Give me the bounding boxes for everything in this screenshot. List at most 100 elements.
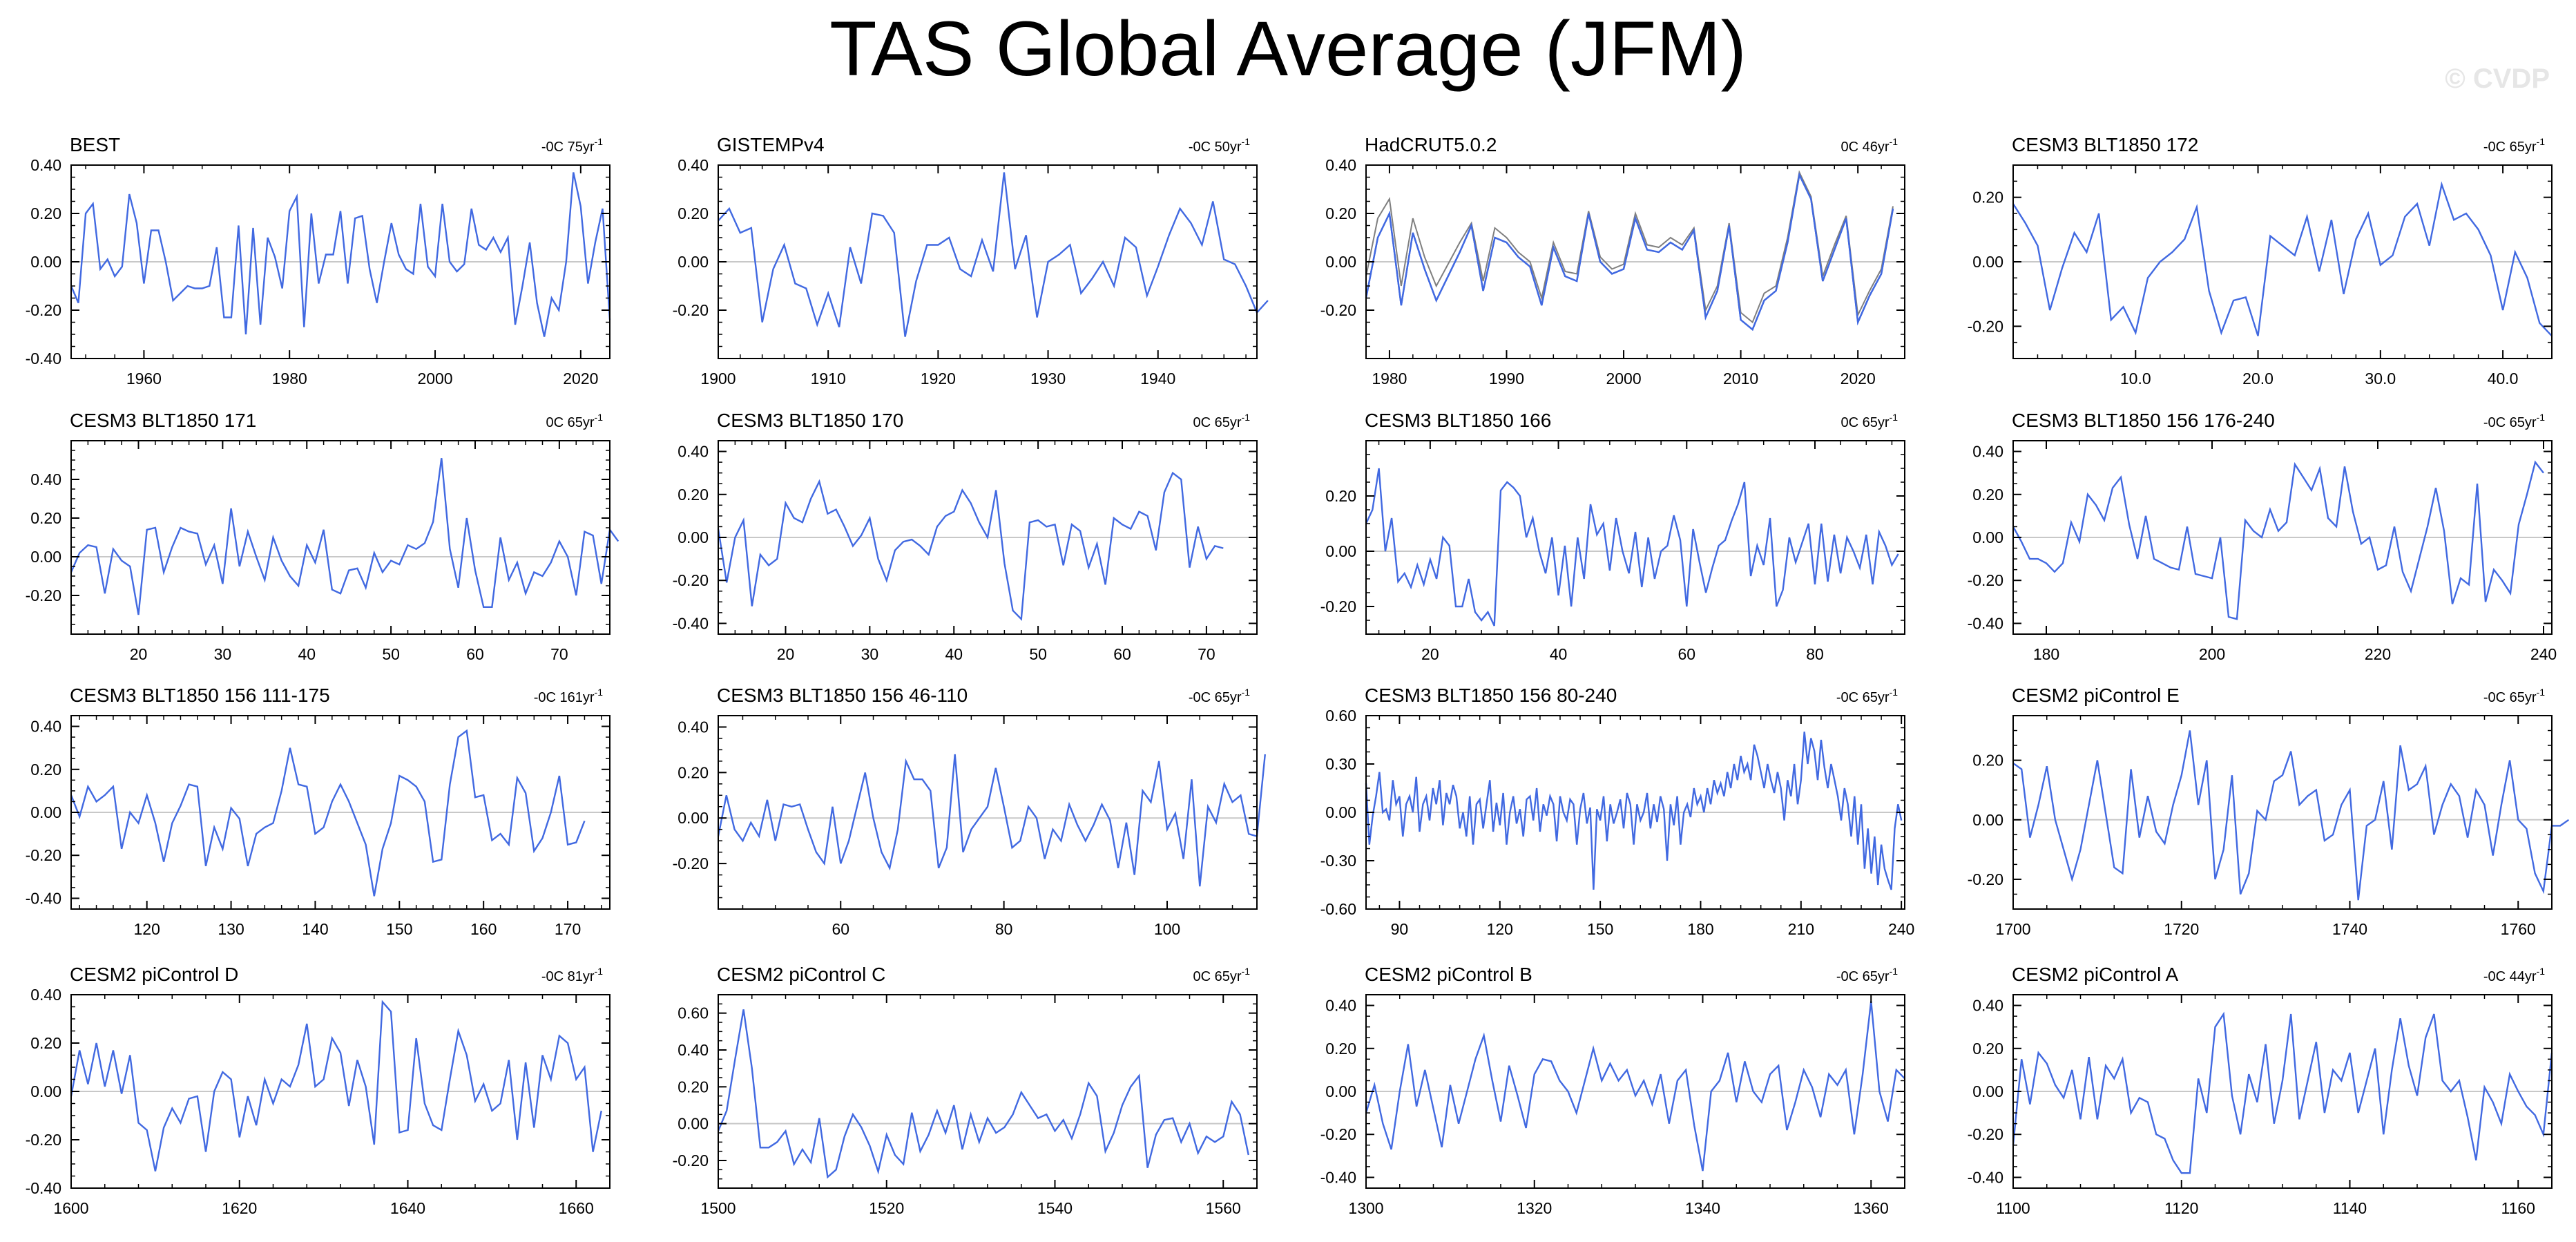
- x-tick-label: 90: [1391, 920, 1409, 938]
- x-tick-label: 130: [218, 920, 244, 938]
- x-tick-label: 1980: [272, 370, 307, 388]
- panel-trend: -0C 65yr-1: [2483, 687, 2545, 705]
- y-tick-label: -0.20: [1320, 598, 1356, 615]
- panel-title: CESM2 piControl C: [717, 964, 885, 985]
- x-tick-label: 120: [134, 920, 160, 938]
- y-tick-label: 0.00: [677, 528, 709, 546]
- series-line-best: [70, 172, 611, 337]
- y-tick-label: 0.00: [1972, 253, 2003, 271]
- x-tick-label: 1360: [1854, 1199, 1889, 1217]
- y-tick-label: -0.40: [26, 350, 61, 367]
- y-tick-label: -0.40: [1968, 614, 2003, 632]
- panel-14: CESM2 piControl C 0C 65yr-1 -0.20 0.00 0.20 0…: [673, 964, 1258, 1217]
- y-tick-label: 0.00: [1325, 803, 1356, 821]
- panel-8: CESM3 BLT1850 156 176-240 -0C 65yr-1 -0.40…: [1968, 410, 2557, 663]
- y-tick-label: -0.20: [26, 301, 61, 319]
- panel-13: CESM2 piControl D -0C 81yr-1 -0.40 -0.20 0.0…: [26, 964, 611, 1217]
- y-tick-label: 0.00: [30, 803, 61, 821]
- panel-title: CESM2 piControl B: [1365, 964, 1532, 985]
- y-tick-label: 0.00: [1972, 1082, 2003, 1100]
- series-line-cesm2-picontrol-c: [717, 1009, 1249, 1179]
- x-tick-label: 2000: [1606, 370, 1641, 388]
- y-tick-label: 0.20: [677, 204, 709, 222]
- x-tick-label: 1740: [2332, 920, 2367, 938]
- x-tick-label: 1910: [811, 370, 846, 388]
- x-tick-label: 30: [214, 645, 232, 663]
- panel-1: BEST -0C 75yr-1 -0.40 -0.20 0.00 0.20 0.40 1960…: [26, 134, 611, 388]
- panel-title: CESM3 BLT1850 166: [1365, 410, 1551, 431]
- y-tick-label: 0.00: [677, 1115, 709, 1133]
- panel-title: CESM3 BLT1850 171: [70, 410, 256, 431]
- x-tick-label: 150: [386, 920, 412, 938]
- y-tick-label: 0.00: [677, 253, 709, 271]
- x-tick-label: 1660: [559, 1199, 594, 1217]
- x-tick-label: 1320: [1517, 1199, 1552, 1217]
- panel-title: CESM3 BLT1850 156 111-175: [70, 685, 330, 706]
- x-tick-label: 40.0: [2488, 370, 2519, 388]
- y-tick-label: 0.20: [1972, 189, 2003, 207]
- y-tick-label: 0.00: [30, 253, 61, 271]
- y-tick-label: 0.40: [677, 718, 709, 736]
- y-tick-label: 0.40: [30, 986, 61, 1004]
- y-tick-label: 0.20: [30, 509, 61, 527]
- y-tick-label: 0.40: [1325, 156, 1356, 174]
- y-tick-label: 0.20: [1972, 752, 2003, 770]
- y-tick-label: -0.20: [1968, 571, 2003, 589]
- y-tick-label: -0.20: [673, 301, 709, 319]
- panel-title: HadCRUT5.0.2: [1365, 134, 1497, 155]
- series-line-cesm2-picontrol-b: [1365, 1001, 1905, 1172]
- y-tick-label: 0.40: [1325, 997, 1356, 1015]
- y-tick-label: 0.40: [1972, 443, 2003, 461]
- panel-9: CESM3 BLT1850 156 111-175 -0C 161yr-1 -0.4…: [26, 685, 611, 938]
- x-tick-label: 1960: [126, 370, 162, 388]
- x-tick-label: 2020: [1840, 370, 1876, 388]
- x-tick-label: 180: [1687, 920, 1713, 938]
- panel-title: GISTEMPv4: [717, 134, 825, 155]
- x-tick-label: 20: [777, 645, 795, 663]
- watermark: © CVDP: [2445, 64, 2550, 94]
- series-line-cesm3-blt1850-170: [717, 471, 1224, 621]
- x-tick-label: 50: [1029, 645, 1047, 663]
- y-tick-label: 0.20: [677, 763, 709, 781]
- x-tick-label: 1340: [1685, 1199, 1720, 1217]
- y-tick-label: 0.00: [1325, 542, 1356, 560]
- x-tick-label: 140: [302, 920, 328, 938]
- y-tick-label: 0.20: [1972, 486, 2003, 504]
- panel-15: CESM2 piControl B -0C 65yr-1 -0.40 -0.20 0.0…: [1320, 964, 1905, 1217]
- x-tick-label: 240: [1888, 920, 1914, 938]
- panel-title: CESM3 BLT1850 172: [2012, 134, 2198, 155]
- x-tick-label: 220: [2365, 645, 2391, 663]
- x-tick-label: 30.0: [2365, 370, 2396, 388]
- x-tick-label: 1300: [1348, 1199, 1383, 1217]
- y-tick-label: 0.00: [30, 1082, 61, 1100]
- y-tick-label: -0.40: [1968, 1168, 2003, 1186]
- x-tick-label: 2020: [563, 370, 598, 388]
- panel-title: CESM2 piControl D: [70, 964, 238, 985]
- y-tick-label: 0.40: [30, 470, 61, 488]
- x-tick-label: 200: [2199, 645, 2225, 663]
- panel-trend: -0C 65yr-1: [1189, 687, 1250, 705]
- x-tick-label: 1620: [222, 1199, 257, 1217]
- y-tick-label: 0.20: [30, 761, 61, 778]
- x-tick-label: 1920: [921, 370, 956, 388]
- x-tick-label: 170: [555, 920, 581, 938]
- x-tick-label: 1160: [2501, 1199, 2535, 1217]
- x-tick-label: 1930: [1030, 370, 1066, 388]
- panel-trend: 0C 65yr-1: [546, 412, 604, 430]
- x-tick-label: 20: [1421, 645, 1439, 663]
- panel-title: CESM2 piControl A: [2012, 964, 2179, 985]
- y-tick-label: 0.40: [30, 156, 61, 174]
- x-tick-label: 1600: [53, 1199, 88, 1217]
- y-tick-label: 0.00: [1325, 253, 1356, 271]
- y-tick-label: 0.20: [30, 1034, 61, 1052]
- x-tick-label: 50: [382, 645, 400, 663]
- x-tick-label: 160: [470, 920, 497, 938]
- x-tick-label: 1120: [2164, 1199, 2198, 1217]
- x-tick-label: 1900: [700, 370, 736, 388]
- series-line-gistempv4: [718, 172, 1269, 337]
- plot-frame: [2012, 715, 2553, 910]
- x-tick-label: 20.0: [2242, 370, 2274, 388]
- x-tick-label: 210: [1788, 920, 1814, 938]
- series-line-cesm3-blt1850-156-80-240: [1365, 732, 1903, 890]
- y-tick-label: -0.30: [1320, 852, 1356, 870]
